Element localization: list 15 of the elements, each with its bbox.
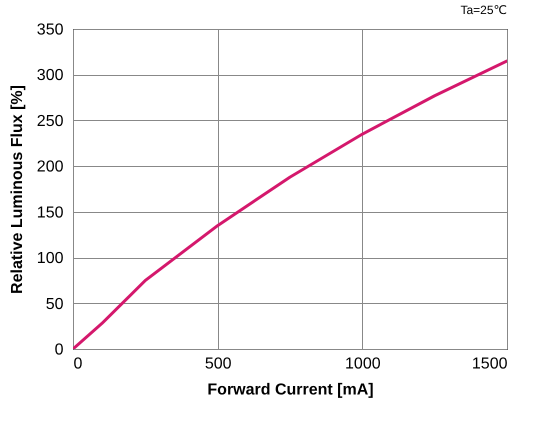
x-tick-label: 0 [74,356,82,372]
x-tick-label: 500 [204,356,232,372]
y-tick-label: 350 [36,22,64,38]
text: Ta=25℃ [460,3,507,17]
y-tick-label: 300 [36,67,64,84]
y-axis-title: Relative Luminous Flux [%] [8,85,26,294]
y-tick-label: 200 [36,158,64,176]
y-tick-label: 100 [36,250,64,268]
y-tick-label: 50 [46,296,64,313]
y-tick-label: 0 [54,342,64,358]
y-tick-label: 150 [36,204,64,222]
x-tick-label: 1500 [472,356,508,372]
x-axis-title: Forward Current [mA] [207,382,374,398]
y-tick-label: 250 [36,112,64,130]
x-tick-label: 1000 [345,356,381,372]
